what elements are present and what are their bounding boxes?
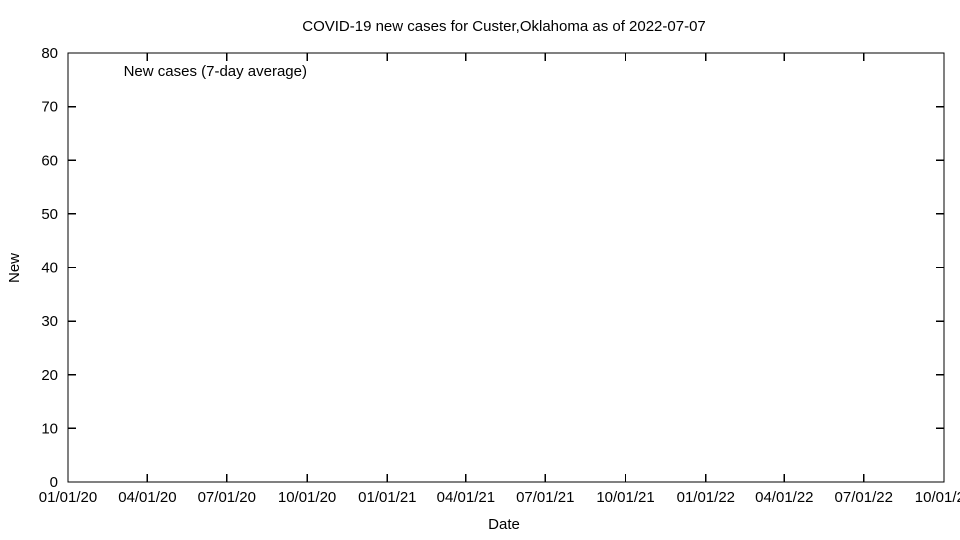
legend-item-label: New cases (7-day average) — [124, 63, 307, 80]
x-tick-label: 10/01/22 — [915, 489, 960, 506]
x-tick-label: 10/01/21 — [596, 489, 654, 506]
x-tick-label: 01/01/22 — [677, 489, 735, 506]
y-tick-label: 40 — [41, 260, 58, 277]
x-axis-ticks: 01/01/20 04/01/20 07/01/20 10/01/20 01/01/21… — [39, 53, 960, 506]
plot-frame — [67, 52, 945, 483]
legend: New cases (7-day average) — [124, 63, 307, 80]
x-tick-label: 01/01/20 — [39, 489, 97, 506]
x-tick-label: 07/01/22 — [835, 489, 893, 506]
y-axis-title: New — [6, 253, 23, 283]
x-tick-label: 04/01/22 — [755, 489, 813, 506]
y-tick-label: 60 — [41, 152, 58, 169]
x-tick-label: 01/01/21 — [358, 489, 416, 506]
y-tick-label: 80 — [41, 45, 58, 62]
x-tick-label: 04/01/20 — [118, 489, 176, 506]
x-tick-label: 10/01/20 — [278, 489, 336, 506]
axes-frame — [67, 52, 945, 483]
x-tick-label: 07/01/21 — [516, 489, 574, 506]
x-tick-label: 04/01/21 — [437, 489, 495, 506]
x-axis-title: Date — [488, 516, 520, 533]
y-axis-ticks: 0 10 20 30 40 50 60 70 80 — [41, 45, 944, 491]
y-tick-label: 10 — [41, 420, 58, 437]
x-tick-label: 07/01/20 — [198, 489, 256, 506]
y-tick-label: 70 — [41, 99, 58, 116]
chart-title: COVID-19 new cases for Custer,Oklahoma a… — [302, 18, 706, 35]
y-tick-label: 20 — [41, 367, 58, 384]
y-tick-label: 50 — [41, 206, 58, 223]
y-tick-label: 30 — [41, 313, 58, 330]
y-tick-label: 0 — [50, 474, 58, 491]
